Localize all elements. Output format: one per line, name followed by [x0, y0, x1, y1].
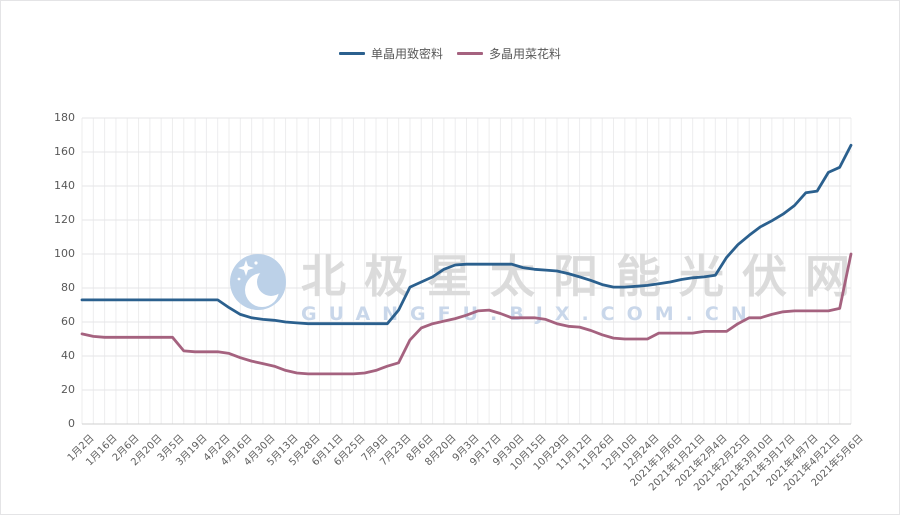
y-axis-label: 160	[54, 145, 75, 158]
legend-label: 单晶用致密料	[370, 47, 443, 61]
series-line	[80, 143, 853, 326]
y-axis-label: 60	[61, 315, 75, 328]
chart-legend: 单晶用致密料 多晶用菜花料	[1, 45, 899, 62]
y-axis-label: 0	[68, 417, 75, 430]
legend-item[interactable]: 单晶用致密料	[338, 45, 443, 62]
y-axis-label: 80	[61, 281, 75, 294]
y-axis-label: 180	[54, 111, 75, 124]
legend-label: 多晶用菜花料	[489, 47, 562, 61]
y-axis-label: 40	[61, 349, 75, 362]
legend-line-swatch	[457, 52, 483, 55]
watermark: 北极星太阳能光伏网 GUANGFU.BJX.COM.CN	[229, 253, 868, 325]
bjx-logo-icon	[230, 254, 286, 310]
y-axis-label: 20	[61, 383, 75, 396]
y-axis-label: 100	[54, 247, 75, 260]
legend-item[interactable]: 多晶用菜花料	[457, 45, 561, 62]
series-line	[80, 252, 853, 376]
y-axis-label: 120	[54, 213, 75, 226]
y-axis-label: 140	[54, 179, 75, 192]
watermark-url: GUANGFU.BJX.COM.CN	[301, 303, 759, 326]
watermark-title: 北极星太阳能光伏网	[301, 250, 869, 303]
watermark-text: 北极星太阳能光伏网 GUANGFU.BJX.COM.CN	[301, 250, 869, 326]
legend-line-swatch	[338, 52, 365, 55]
